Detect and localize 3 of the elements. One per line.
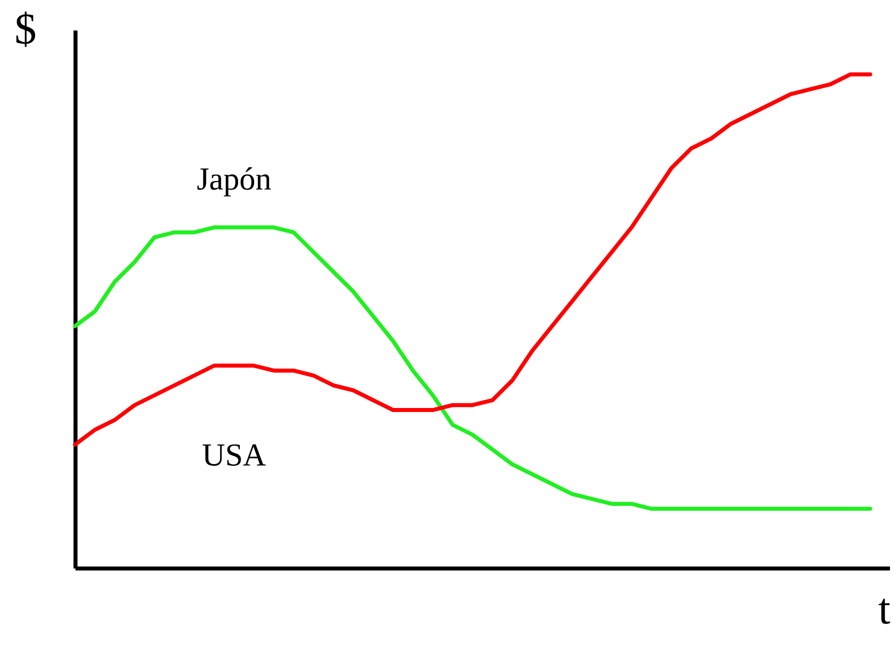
y-axis-title: $: [14, 4, 36, 54]
series-label: USA: [202, 436, 266, 473]
series-label: Japón: [196, 160, 272, 196]
